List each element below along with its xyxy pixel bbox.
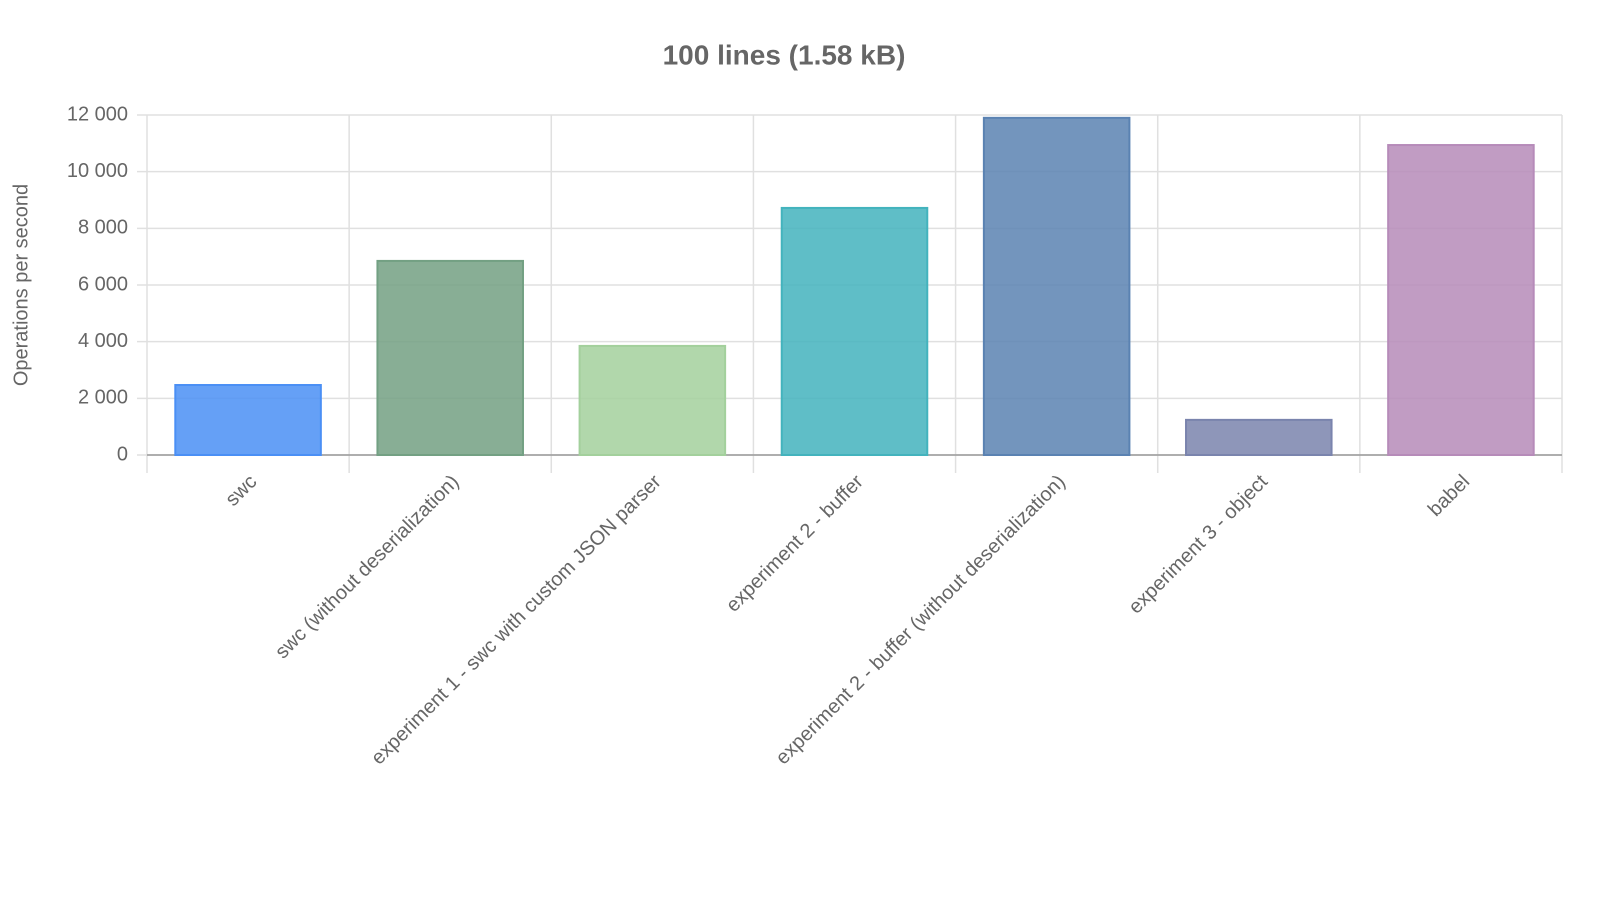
- y-axis-title: Operations per second: [10, 184, 32, 386]
- bar: [376, 259, 524, 456]
- x-tick-label: swc: [221, 471, 261, 511]
- y-tick-label: 12 000: [67, 103, 128, 125]
- y-tick-label: 8 000: [78, 217, 128, 239]
- x-tick-label: swc (without deserialization): [271, 471, 463, 663]
- bar: [578, 344, 727, 456]
- chart-title: 100 lines (1.58 kB): [663, 39, 906, 70]
- bar: [982, 116, 1131, 456]
- y-tick-label: 10 000: [67, 160, 128, 182]
- y-tick-label: 2 000: [78, 387, 128, 409]
- bar: [1185, 418, 1333, 457]
- x-tick-label: experiment 3 - object: [1124, 470, 1272, 618]
- y-tick-label: 0: [117, 443, 128, 465]
- bar: [174, 384, 322, 456]
- y-tick-label: 6 000: [78, 273, 128, 295]
- bar: [780, 206, 929, 456]
- x-tick-label: experiment 2 - buffer: [722, 470, 868, 616]
- bar: [1387, 144, 1535, 457]
- x-tick-label: babel: [1424, 471, 1474, 521]
- y-tick-label: 4 000: [78, 330, 128, 352]
